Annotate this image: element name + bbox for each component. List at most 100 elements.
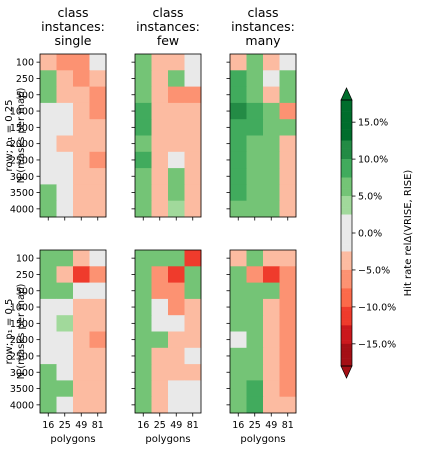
heatmap-cell	[279, 151, 297, 169]
heatmap-cell	[89, 315, 107, 332]
colorbar-band	[341, 173, 352, 178]
heatmap-cell	[89, 298, 107, 316]
colorbar-band	[341, 218, 352, 223]
colorbar-band	[341, 140, 352, 145]
heatmap-cell	[168, 102, 185, 120]
heatmap-cell	[151, 364, 169, 381]
heatmap-cell	[73, 200, 90, 218]
heatmap-cell	[246, 347, 264, 365]
heatmap-cell	[168, 200, 185, 218]
heatmap-cell	[230, 86, 247, 104]
heatmap-cell	[279, 200, 297, 218]
heatmap-cell	[40, 119, 57, 136]
y-tick-label: 3500	[10, 384, 34, 395]
heatmap-cell	[56, 331, 74, 349]
heatmap-cell	[135, 380, 152, 398]
row-axis-label: N (masks per map)	[16, 88, 27, 184]
heatmap-cell	[56, 364, 74, 381]
heatmap-cell	[246, 282, 264, 300]
heatmap-cell	[89, 135, 107, 153]
colorbar-band	[341, 251, 352, 256]
heatmap-cell	[168, 331, 185, 349]
heatmap-cell	[168, 135, 185, 153]
x-axis-label: polygons	[240, 434, 285, 445]
heatmap-cell	[246, 364, 264, 381]
heatmap-cell	[40, 86, 57, 104]
x-tick-label: 16	[137, 420, 149, 431]
x-tick-label: 16	[232, 420, 244, 431]
colorbar-band	[341, 321, 352, 326]
heatmap-cell	[246, 184, 264, 202]
heatmap-cell	[56, 315, 74, 332]
heatmap-cell	[246, 396, 264, 414]
heatmap-cell	[246, 331, 264, 349]
heatmap-cell	[56, 70, 74, 87]
y-tick-label: 250	[16, 74, 34, 85]
x-tick-label: 81	[282, 420, 294, 431]
heatmap-cell	[135, 282, 152, 300]
heatmap-cell	[135, 135, 152, 153]
colorbar-band	[341, 114, 352, 119]
heatmap-cell	[263, 200, 280, 218]
heatmap-cell	[279, 380, 297, 398]
heatmap-cell	[56, 184, 74, 202]
heatmap-cell	[230, 54, 247, 71]
colorbar-band	[341, 151, 352, 156]
heatmap-cell	[184, 200, 202, 218]
heatmap-cell	[246, 86, 264, 104]
colorbar-band	[341, 325, 352, 330]
heatmap-cell	[135, 396, 152, 414]
heatmap-cell	[230, 184, 247, 202]
heatmap-cell	[184, 168, 202, 185]
y-tick-label: 4000	[10, 204, 34, 215]
heatmap-cell	[279, 184, 297, 202]
colorbar-band	[341, 207, 352, 212]
x-tick-label: 25	[154, 420, 166, 431]
colorbar-band	[341, 170, 352, 175]
panel-frame	[39, 53, 107, 218]
heatmap-cell	[168, 54, 185, 71]
heatmap-cell	[184, 315, 202, 332]
colorbar-tick-label: 10.0%	[358, 155, 388, 166]
y-tick-label: 500	[16, 90, 34, 101]
heatmap-cell	[73, 119, 90, 136]
heatmap-cell	[263, 331, 280, 349]
heatmap-cell	[230, 331, 247, 349]
heatmap-cell	[56, 250, 74, 267]
heatmap-cell	[151, 250, 169, 267]
colorbar-band	[341, 258, 352, 263]
heatmap-cell	[89, 54, 107, 71]
colorbar-band	[341, 136, 352, 141]
colorbar-band	[341, 269, 352, 274]
heatmap-cell	[230, 282, 247, 300]
colorbar-tick-label: 5.0%	[358, 192, 382, 203]
heatmap-cell	[151, 200, 169, 218]
heatmap-cell	[168, 364, 185, 381]
heatmap-cell	[263, 347, 280, 365]
colorbar-band	[341, 184, 352, 189]
heatmap-cell	[279, 250, 297, 267]
y-tick-label: 250	[16, 270, 34, 281]
heatmap-cell	[73, 266, 90, 283]
heatmap-cell	[184, 347, 202, 365]
column-title: class instances: single	[41, 5, 105, 48]
heatmap-cell	[73, 380, 90, 398]
colorbar-band	[341, 292, 352, 297]
heatmap-cell	[279, 70, 297, 87]
colorbar-band	[341, 236, 352, 241]
heatmap-panel: 16 25 49 81 polygons	[226, 249, 297, 445]
colorbar-band	[341, 314, 352, 319]
heatmap-cell	[89, 364, 107, 381]
colorbar-band	[341, 203, 352, 208]
heatmap-cell	[89, 102, 107, 120]
colorbar-band	[341, 295, 352, 300]
colorbar-band	[341, 196, 352, 201]
heatmap-panel: 100 250 500 1000 1500 2000 2500 3000 3500 4000	[10, 53, 107, 221]
heatmap-cell	[135, 86, 152, 104]
y-tick-label: 1000	[10, 107, 34, 118]
colorbar-band	[341, 122, 352, 127]
colorbar-band	[341, 103, 352, 108]
heatmap-cell	[56, 102, 74, 120]
heatmap-cell	[279, 168, 297, 185]
row-axis-label: row; p₁ = 0.5	[4, 299, 15, 365]
